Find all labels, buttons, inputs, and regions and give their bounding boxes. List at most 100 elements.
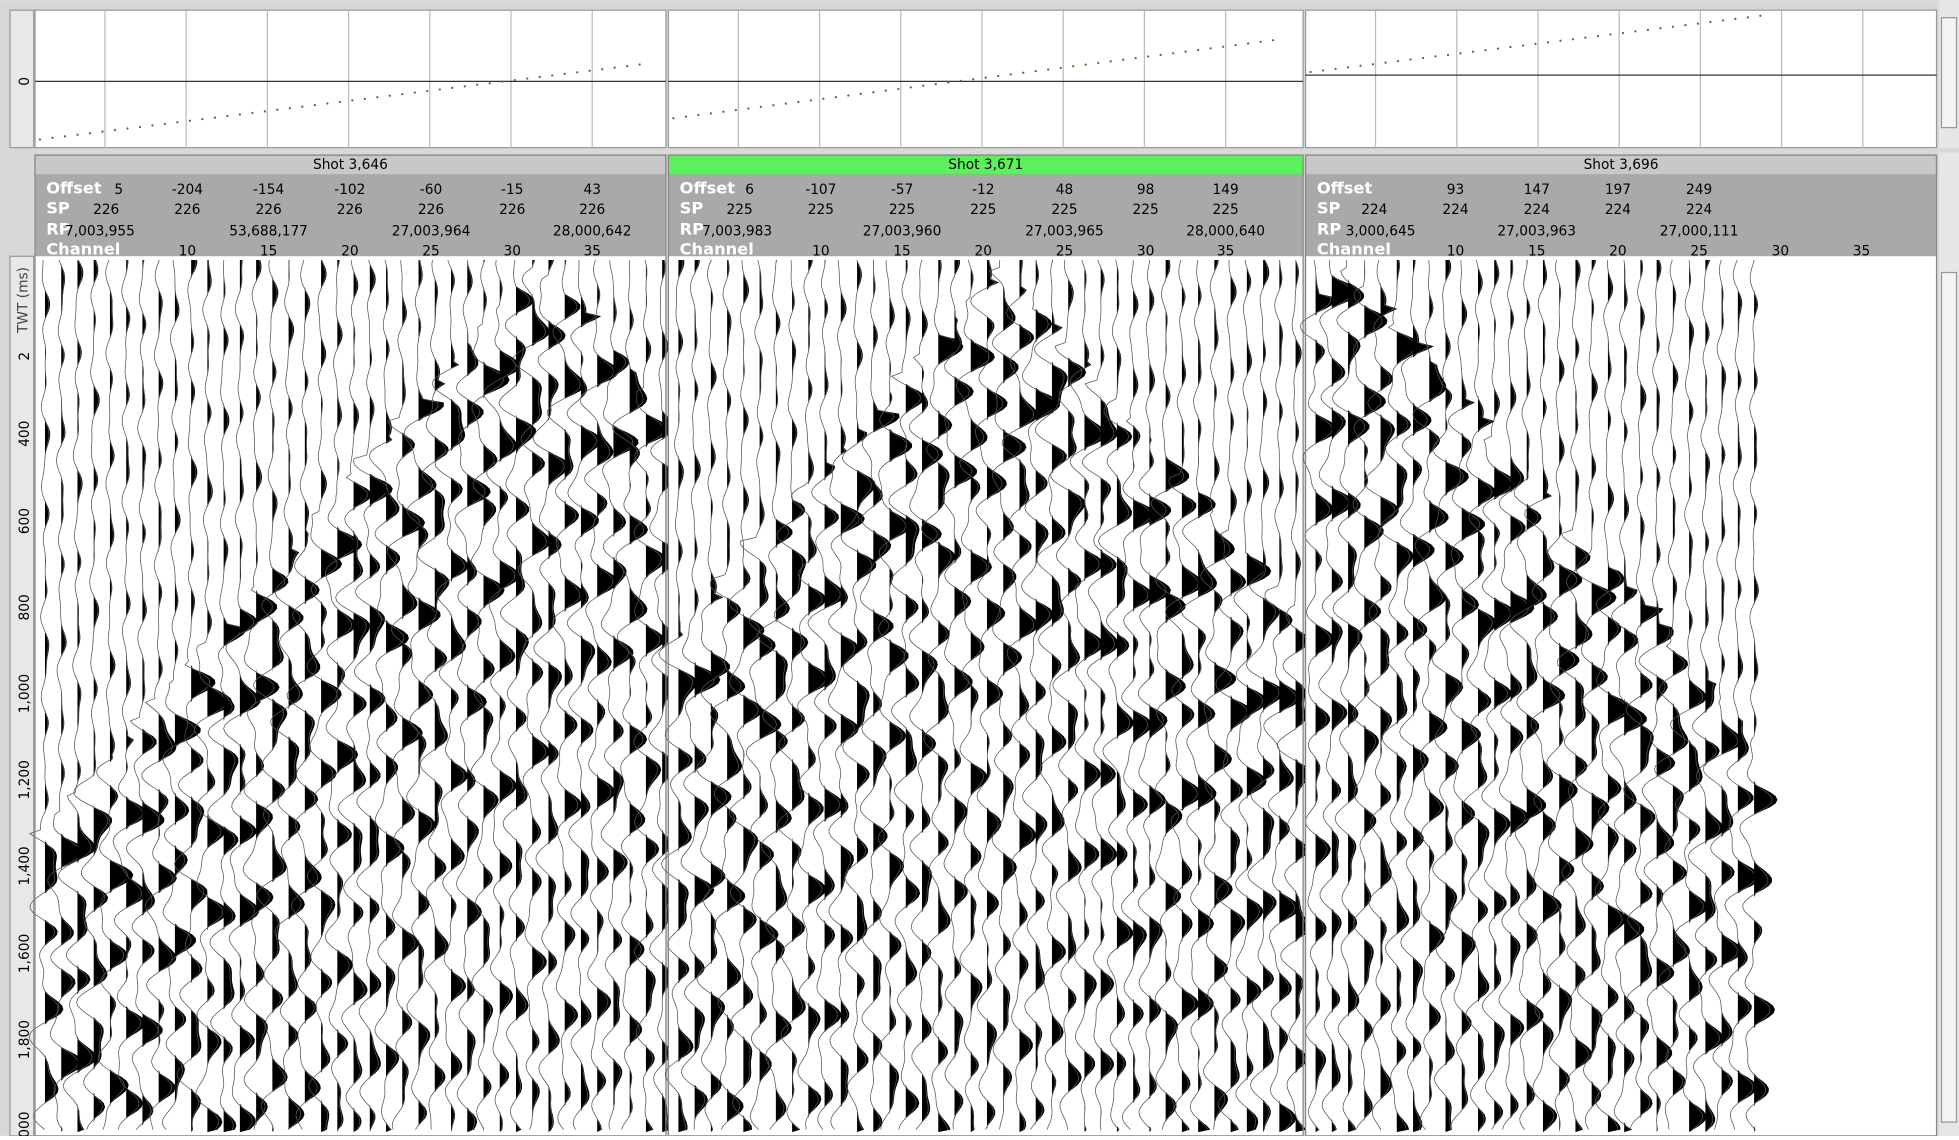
top-dot: [1097, 62, 1099, 64]
top-dot: [626, 65, 628, 67]
top-dot: [1160, 54, 1162, 56]
top-dot: [1459, 52, 1461, 54]
header-value: 226: [579, 202, 605, 218]
top-dot: [1584, 37, 1586, 39]
top-dot: [1634, 30, 1636, 32]
top-dot: [251, 112, 253, 114]
header-value: 226: [93, 202, 119, 218]
top-dot: [972, 78, 974, 80]
header-value: -57: [891, 182, 913, 198]
top-dot: [1447, 54, 1449, 56]
header-value: 225: [1213, 202, 1239, 218]
top-dot: [1210, 47, 1212, 49]
header-value: 225: [1051, 202, 1077, 218]
header-value: 5: [114, 182, 123, 198]
top-dot: [735, 109, 737, 111]
header-value: 226: [256, 202, 282, 218]
top-dot: [1222, 46, 1224, 48]
top-dot: [526, 77, 528, 79]
top-dot: [501, 81, 503, 83]
top-dot: [1559, 40, 1561, 42]
shot-title: Shot 3,696: [1584, 157, 1659, 173]
top-dot: [885, 89, 887, 91]
top-dot: [822, 98, 824, 100]
header-value: 28,000,640: [1186, 223, 1265, 239]
top-dot: [201, 118, 203, 120]
header-value: 43: [583, 182, 600, 198]
header-value: 48: [1056, 182, 1073, 198]
top-dot: [1684, 24, 1686, 26]
top-dot: [1359, 65, 1361, 67]
header-label: Channel: [680, 240, 754, 259]
scroll-thumb[interactable]: [1942, 273, 1957, 1123]
top-dot: [539, 76, 541, 78]
top-dot: [576, 71, 578, 73]
top-dot: [226, 115, 228, 117]
top-dot: [697, 114, 699, 116]
header-value: 225: [727, 202, 753, 218]
top-dot: [376, 96, 378, 98]
top-dot: [439, 88, 441, 90]
header-value: 224: [1442, 202, 1468, 218]
header-value: -154: [253, 182, 284, 198]
top-dot: [785, 102, 787, 104]
top-dot: [364, 98, 366, 100]
top-dot: [76, 134, 78, 136]
top-dot: [847, 94, 849, 96]
shot-panel: Shot 3,646OffsetSPRPChannel5-204-154-102…: [29, 10, 686, 1136]
top-dot: [1197, 49, 1199, 51]
top-dot: [126, 127, 128, 129]
top-dot: [339, 101, 341, 103]
top-dot: [276, 109, 278, 111]
top-dot: [1434, 55, 1436, 57]
top-dot: [835, 96, 837, 98]
header-value: 6: [745, 182, 754, 198]
top-scroll-thumb[interactable]: [1942, 18, 1957, 128]
time-tick-label: 000: [17, 1111, 33, 1136]
top-dot: [314, 104, 316, 106]
top-dot: [960, 80, 962, 82]
top-dot: [772, 104, 774, 106]
top-dot: [176, 121, 178, 123]
top-dot: [710, 112, 712, 114]
header-value: -15: [501, 182, 523, 198]
top-dot: [1072, 65, 1074, 67]
top-dot: [89, 132, 91, 134]
top-dot: [639, 63, 641, 65]
top-dot: [1085, 63, 1087, 65]
header-label: RP: [680, 220, 705, 239]
header-value: 226: [499, 202, 525, 218]
top-dot: [810, 99, 812, 101]
header-label: Channel: [46, 240, 120, 259]
top-dot: [101, 131, 103, 133]
top-dot: [1122, 59, 1124, 61]
top-dot: [39, 138, 41, 140]
header-label: Offset: [1317, 178, 1373, 197]
top-dot: [1035, 70, 1037, 72]
header-value: 7,003,955: [65, 223, 135, 239]
top-dot: [564, 73, 566, 75]
top-dot: [1409, 58, 1411, 60]
top-dot: [589, 70, 591, 72]
top-dot: [51, 137, 53, 139]
top-dot: [1572, 38, 1574, 40]
header-value: 225: [970, 202, 996, 218]
header-value: -60: [420, 182, 442, 198]
top-dot: [264, 110, 266, 112]
top-dot: [601, 68, 603, 70]
header-value: 226: [337, 202, 363, 218]
header-value: 226: [418, 202, 444, 218]
top-dot: [1110, 60, 1112, 62]
header-value: 225: [808, 202, 834, 218]
top-dot: [760, 106, 762, 108]
top-dot: [114, 129, 116, 131]
header-value: -107: [805, 182, 836, 198]
top-dot: [922, 85, 924, 87]
top-dot: [1060, 67, 1062, 69]
top-dot: [1709, 21, 1711, 23]
top-dot: [1022, 72, 1024, 74]
header-value: 28,000,642: [553, 223, 632, 239]
top-dot: [860, 93, 862, 95]
header-value: 224: [1605, 202, 1631, 218]
header-value: 27,003,965: [1025, 223, 1104, 239]
